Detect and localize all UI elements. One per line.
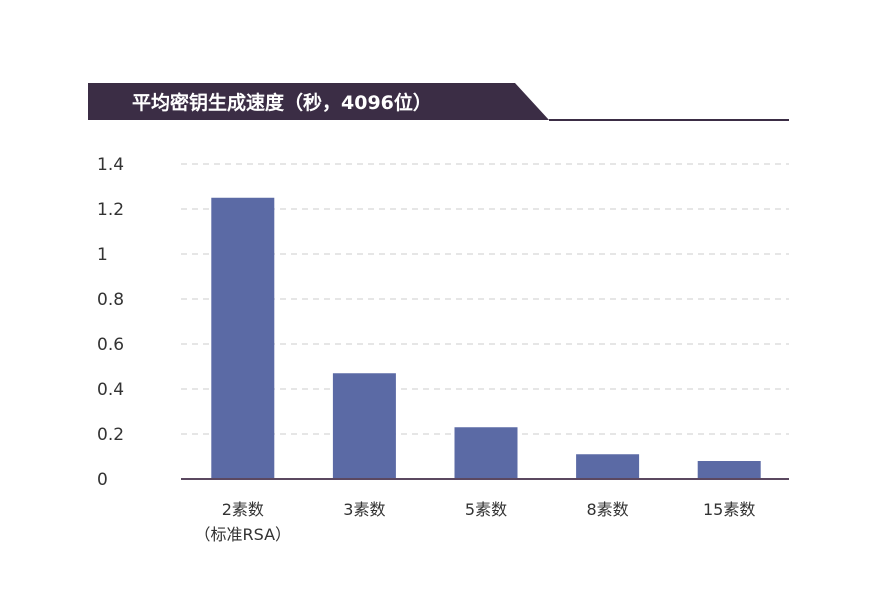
bars — [211, 197, 761, 479]
x-tick-label: 15素数 — [703, 500, 755, 519]
y-tick-label: 1.4 — [97, 155, 124, 175]
x-tick-label: （标准RSA） — [195, 525, 292, 544]
y-tick-label: 0.8 — [97, 290, 124, 310]
bar — [576, 454, 640, 479]
x-tick-label: 3素数 — [343, 500, 385, 519]
x-axis-ticks: 2素数 （标准RSA） 3素数 5素数 8素数 15素数 — [195, 500, 756, 544]
x-tick-label: 2素数 — [222, 500, 264, 519]
y-tick-label: 1.2 — [97, 200, 124, 220]
bar — [211, 197, 275, 479]
bar — [697, 461, 761, 479]
y-tick-label: 0.2 — [97, 425, 124, 445]
y-tick-label: 0.6 — [97, 335, 124, 355]
y-tick-label: 1 — [97, 245, 108, 265]
bar — [454, 427, 518, 479]
gridlines — [181, 163, 789, 435]
y-tick-label: 0 — [97, 470, 108, 490]
x-tick-label: 5素数 — [465, 500, 507, 519]
chart-title: 平均密钥生成速度（秒，4096位） — [132, 91, 432, 114]
y-axis-ticks: 0 0.2 0.4 0.6 0.8 1 1.2 1.4 — [97, 155, 124, 490]
x-tick-label: 8素数 — [587, 500, 629, 519]
chart-title-band — [88, 83, 549, 120]
y-tick-label: 0.4 — [97, 380, 124, 400]
bar — [332, 373, 396, 479]
